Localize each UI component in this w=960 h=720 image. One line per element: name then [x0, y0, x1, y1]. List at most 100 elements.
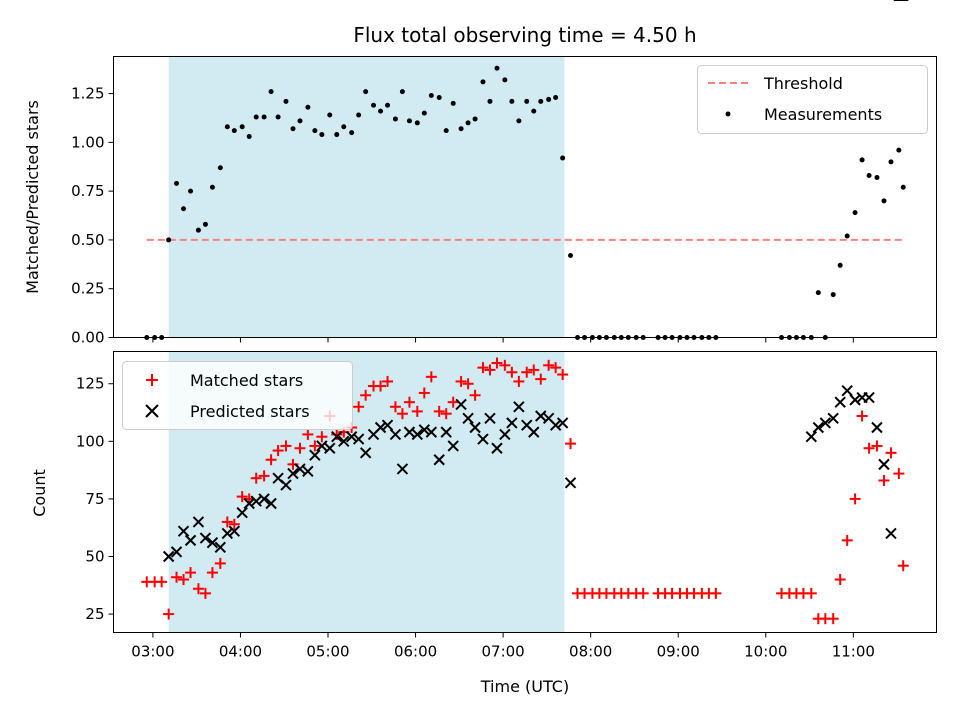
measurements-legend-label: Measurements [764, 105, 882, 124]
matched-legend-label: Matched stars [190, 371, 303, 390]
matched-stars-point [856, 410, 868, 422]
predicted-x-b [331, 431, 343, 443]
matched-stars-point [382, 375, 394, 387]
predicted-stars-point [871, 421, 883, 434]
matched-stars-point [885, 447, 897, 459]
predicted-x-b [250, 495, 262, 507]
predicted-x-b [324, 442, 336, 454]
measurement-point [560, 155, 566, 161]
predicted-x-b [359, 447, 372, 459]
predicted-x-b [338, 435, 350, 448]
matched-stars-point [827, 613, 839, 625]
matched-stars-point [462, 378, 474, 390]
predicted-x-b [440, 426, 452, 438]
matched-stars-point [389, 401, 401, 413]
matched-stars-point [221, 516, 233, 528]
predicted-x-b [819, 417, 832, 429]
measurement-point [458, 126, 464, 132]
predicted-stars-point [309, 449, 321, 461]
matched-stars-point [477, 362, 489, 374]
predicted-stars-point [345, 431, 358, 443]
top-x-ticks [152, 337, 854, 343]
matched-stars-point [637, 587, 649, 599]
bottom-axes-frame [113, 351, 937, 633]
matched-stars-point [863, 442, 875, 454]
predicted-x-b [309, 449, 321, 461]
measurement-point [516, 118, 522, 124]
predicted-stars-point [477, 433, 489, 445]
matched-stars-point [280, 440, 292, 452]
predicted-x-b [506, 417, 518, 429]
predicted-stars-point [214, 541, 227, 553]
predicted-x-b [841, 384, 853, 397]
predicted-stars-point [499, 428, 511, 441]
predicted-x-b [162, 550, 175, 563]
predicted-stars-point [206, 536, 219, 549]
predicted-x-b [411, 428, 424, 441]
predicted-stars-point [425, 426, 438, 438]
predicted-stars-point [849, 394, 861, 406]
matched-stars-point [272, 445, 284, 457]
matched-stars-point [199, 587, 211, 599]
predicted-stars-point [841, 384, 853, 397]
predicted-x-b [287, 467, 299, 480]
observing-window-shade [168, 56, 565, 338]
predicted-stars-point [433, 454, 445, 466]
matched-stars-point [841, 534, 853, 546]
x-axis-label: Time (UTC) [480, 677, 569, 696]
predicted-x-b [206, 536, 219, 549]
predicted-x-b [345, 431, 358, 443]
predicted-x-b [280, 479, 292, 491]
bottom-legend: Matched stars Predicted stars [122, 361, 353, 430]
measurement-point [866, 173, 872, 179]
top-y-axis-label: Matched/Predicted stars [23, 100, 42, 294]
matched-stars-point [265, 454, 277, 466]
predicted-stars-point [389, 428, 402, 441]
matched-stars-point [499, 359, 511, 371]
predicted-stars-point [513, 401, 525, 413]
predicted-stars-point [827, 412, 839, 425]
predicted-x-b [484, 412, 496, 425]
measurement-point [261, 114, 267, 120]
predicted-x-b [513, 401, 525, 413]
predicted-x-b [184, 534, 197, 547]
measurement-point [166, 237, 172, 243]
measurement-point [253, 114, 259, 120]
predicted-stars-point [359, 447, 372, 459]
matched-stars-point [258, 470, 270, 482]
x-tick-label: 07:00 [481, 643, 524, 661]
measurement-point [297, 118, 303, 124]
predicted-x-b [272, 472, 284, 484]
measurement-point [399, 89, 405, 95]
predicted-stars-point [564, 477, 577, 489]
matched-stars-point [535, 373, 547, 385]
measurement-point [436, 94, 442, 100]
bottom-y-tick-label: 75 [85, 490, 104, 508]
predicted-x-b [521, 419, 533, 431]
predicted-stars-point [418, 424, 431, 436]
measurement-point [290, 126, 296, 132]
bottom-x-ticks: 03:00 04:00 05:00 06:00 07:00 08:00 09:00 10:00… [131, 632, 875, 661]
measurement-point [472, 116, 478, 122]
matched-stars-point [878, 474, 890, 486]
matched-stars-point [309, 440, 321, 452]
x-tick-label: 11:00 [832, 643, 875, 661]
matched-stars-point [521, 366, 533, 378]
predicted-stars-point [535, 410, 547, 422]
matched-stars-point [178, 574, 190, 586]
matched-stars-point [425, 371, 437, 383]
top-axes: 0.00 0.25 0.50 0.75 1.00 1.25 Flux total obse… [23, 23, 937, 347]
predicted-x-b [192, 516, 205, 528]
top-y-ticks: 0.00 0.25 0.50 0.75 1.00 1.25 [71, 85, 114, 347]
predicted-stars-point [812, 421, 825, 434]
measurement-point [217, 165, 223, 171]
measurement-point [385, 102, 391, 108]
matched-stars-point [236, 491, 248, 503]
matched-stars-point [294, 442, 306, 454]
predicted-stars-point [447, 440, 459, 452]
matched-stars-point [506, 366, 518, 378]
measurement-point [487, 98, 493, 104]
top-legend-box [697, 65, 928, 134]
predicted-x-b [199, 532, 212, 544]
top-plot-area [144, 56, 906, 340]
